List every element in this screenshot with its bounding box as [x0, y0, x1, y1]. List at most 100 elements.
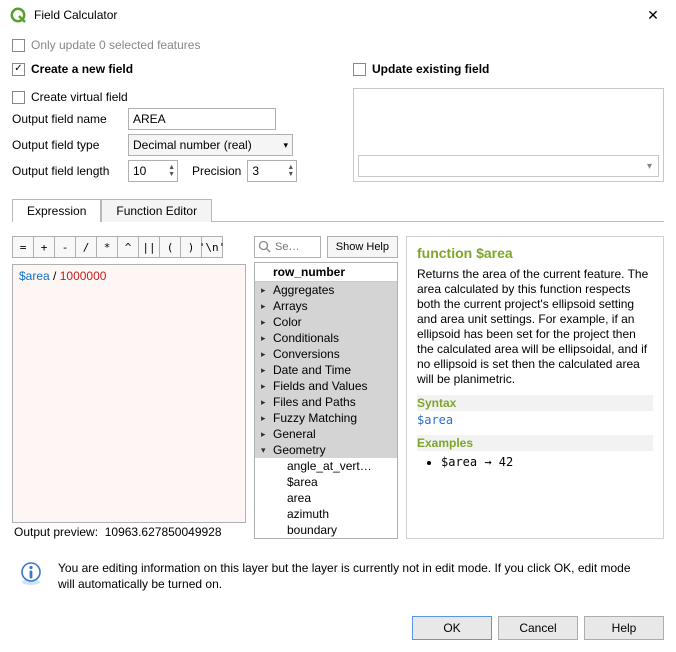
- output-type-select[interactable]: Decimal number (real) ▾: [128, 134, 293, 156]
- create-field-label: Create a new field: [31, 62, 133, 76]
- precision-value: 3: [252, 164, 259, 178]
- chevron-right-icon: ▸: [261, 349, 266, 360]
- tree-group-label: General: [273, 427, 316, 441]
- tree-group[interactable]: ▸General: [255, 426, 397, 442]
- preview-label: Output preview:: [14, 525, 98, 539]
- help-example: $area → 42: [441, 455, 513, 469]
- tree-header[interactable]: row_number: [255, 263, 397, 282]
- help-button[interactable]: Help: [584, 616, 664, 640]
- chevron-right-icon: ▸: [261, 285, 266, 296]
- output-length-value: 10: [133, 164, 146, 178]
- tree-group-label: Arrays: [273, 299, 308, 313]
- tree-group[interactable]: ▸ Conditionals: [255, 330, 397, 346]
- update-field-pane: Update existing field ▾: [353, 58, 664, 186]
- editor-number: 1000000: [60, 269, 107, 283]
- operator-row: =+-/*^||()'\n': [12, 236, 246, 258]
- tab-expression[interactable]: Expression: [12, 199, 101, 222]
- preview-value: 10963.627850049928: [105, 525, 222, 539]
- tree-group[interactable]: ▸ Fields and Values: [255, 378, 397, 394]
- field-calculator-dialog: Field Calculator ✕ Only update 0 selecte…: [0, 0, 676, 652]
- help-syntax-head: Syntax: [417, 395, 653, 411]
- precision-label: Precision: [192, 164, 241, 178]
- expression-area: =+-/*^||()'\n' $area / 1000000 Output pr…: [12, 222, 664, 543]
- tabs: Expression Function Editor: [12, 198, 664, 221]
- only-update-row: Only update 0 selected features: [12, 38, 664, 52]
- qgis-icon: [10, 7, 26, 23]
- operator-button[interactable]: =: [12, 236, 34, 258]
- tree-group-label: Geometry: [273, 443, 326, 457]
- close-icon[interactable]: ✕: [638, 7, 668, 24]
- search-icon: [258, 240, 271, 253]
- operator-button[interactable]: ^: [117, 236, 139, 258]
- tree-group-label: Conversions: [273, 347, 340, 361]
- tree-group-label: Aggregates: [273, 283, 334, 297]
- chevron-down-icon: ▾: [261, 445, 266, 456]
- tab-function-editor[interactable]: Function Editor: [101, 199, 212, 222]
- info-text: You are editing information on this laye…: [58, 561, 660, 592]
- precision-spin[interactable]: 3 ▲▼: [247, 160, 297, 182]
- tree-group-label: Conditionals: [273, 331, 339, 345]
- tree-group-label: Color: [273, 315, 302, 329]
- spin-buttons-icon[interactable]: ▲▼: [168, 164, 175, 178]
- tree-group-label: Fields and Values: [273, 379, 368, 393]
- update-field-select[interactable]: ▾: [358, 155, 659, 177]
- function-tree[interactable]: row_number ▸Aggregates▸Arrays▸Color▸Cond…: [254, 262, 398, 539]
- output-preview: Output preview: 10963.627850049928: [12, 523, 246, 539]
- titlebar: Field Calculator ✕: [0, 0, 676, 30]
- operator-button[interactable]: /: [75, 236, 97, 258]
- tree-group-label: Fuzzy Matching: [273, 411, 357, 425]
- update-field-box: ▾: [353, 88, 664, 182]
- tree-group[interactable]: ▸ Arrays: [255, 298, 397, 314]
- output-length-spin[interactable]: 10 ▲▼: [128, 160, 178, 182]
- operator-button[interactable]: *: [96, 236, 118, 258]
- help-examples-head: Examples: [417, 435, 653, 451]
- editor-keyword: $area: [19, 269, 50, 283]
- tree-item[interactable]: area: [255, 490, 397, 506]
- output-name-input[interactable]: [128, 108, 276, 130]
- chevron-down-icon: ▾: [283, 140, 288, 151]
- update-field-checkbox[interactable]: [353, 63, 366, 76]
- operator-button[interactable]: +: [33, 236, 55, 258]
- chevron-right-icon: ▸: [261, 381, 266, 392]
- dialog-buttons: OK Cancel Help: [412, 616, 664, 640]
- only-update-label: Only update 0 selected features: [31, 38, 200, 52]
- operator-button[interactable]: ||: [138, 236, 160, 258]
- tree-group-label: Files and Paths: [273, 395, 356, 409]
- tree-group[interactable]: ▸Date and Time: [255, 362, 397, 378]
- help-syntax: $area: [417, 413, 653, 427]
- info-bar: You are editing information on this laye…: [0, 543, 676, 604]
- operator-button[interactable]: -: [54, 236, 76, 258]
- create-field-pane: ✓ Create a new field Create virtual fiel…: [12, 58, 323, 186]
- spin-buttons-icon[interactable]: ▲▼: [287, 164, 294, 178]
- tree-group[interactable]: ▸ Aggregates: [255, 282, 397, 298]
- tree-group[interactable]: ▸ Files and Paths: [255, 394, 397, 410]
- chevron-down-icon: ▾: [647, 161, 652, 172]
- tree-item[interactable]: $area: [255, 474, 397, 490]
- tree-group[interactable]: ▸Color: [255, 314, 397, 330]
- info-icon: [18, 561, 44, 587]
- operator-button[interactable]: (: [159, 236, 181, 258]
- chevron-right-icon: ▸: [261, 413, 266, 424]
- help-description: Returns the area of the current feature.…: [417, 267, 653, 387]
- tree-item[interactable]: angle_at_vert…: [255, 458, 397, 474]
- only-update-checkbox: [12, 39, 25, 52]
- output-type-value: Decimal number (real): [133, 138, 252, 152]
- expression-editor[interactable]: $area / 1000000: [12, 264, 246, 523]
- chevron-right-icon: ▸: [261, 333, 266, 344]
- show-help-button[interactable]: Show Help: [327, 236, 398, 258]
- create-field-checkbox[interactable]: ✓: [12, 63, 25, 76]
- chevron-right-icon: ▸: [261, 301, 266, 312]
- help-panel: function $area Returns the area of the c…: [406, 236, 664, 539]
- tree-item[interactable]: azimuth: [255, 506, 397, 522]
- ok-button[interactable]: OK: [412, 616, 492, 640]
- window-title: Field Calculator: [34, 8, 638, 22]
- chevron-right-icon: ▸: [261, 397, 266, 408]
- tree-group[interactable]: ▾ Geometry: [255, 442, 397, 458]
- tree-group[interactable]: ▸ Fuzzy Matching: [255, 410, 397, 426]
- operator-button[interactable]: '\n': [201, 236, 223, 258]
- output-length-label: Output field length: [12, 164, 122, 178]
- cancel-button[interactable]: Cancel: [498, 616, 578, 640]
- virtual-field-checkbox[interactable]: [12, 91, 25, 104]
- tree-item[interactable]: boundary: [255, 522, 397, 538]
- tree-group[interactable]: ▸ Conversions: [255, 346, 397, 362]
